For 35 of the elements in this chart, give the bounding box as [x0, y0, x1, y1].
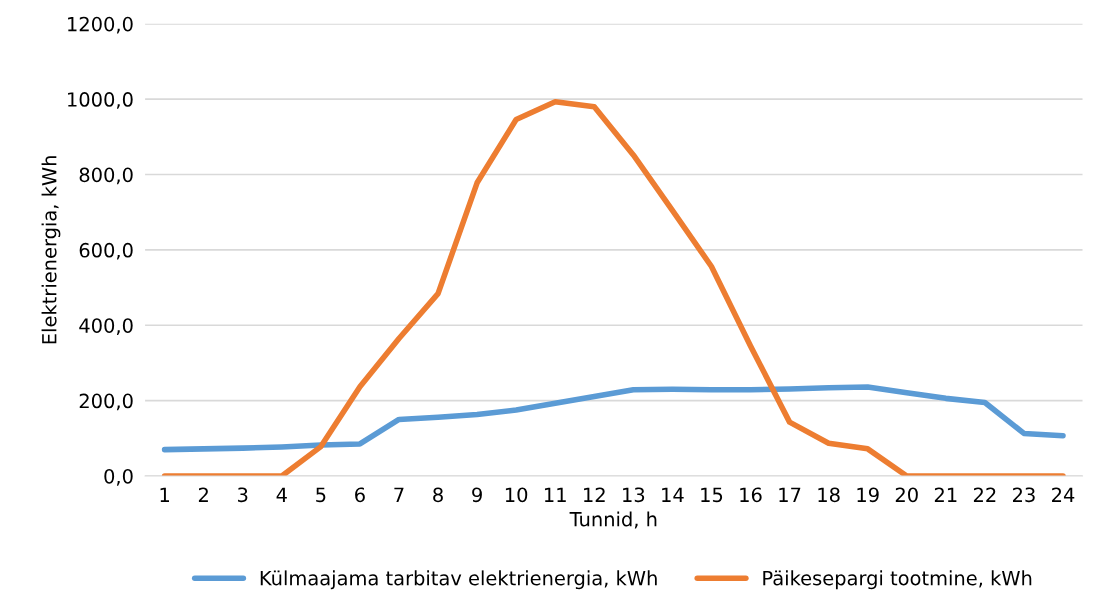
x-tick-label: 6 [355, 487, 365, 503]
x-tick-label: 1 [160, 487, 169, 502]
x-tick-label: 24 [1052, 487, 1075, 502]
x-tick-label: 23 [1012, 487, 1035, 503]
x-tick-label: 2 [198, 487, 208, 502]
y-tick-label: 200,0 [79, 393, 133, 411]
x-tick-label: 19 [857, 487, 879, 503]
legend-label: Külmaajama tarbitav elektrienergia, kWh [260, 570, 657, 590]
y-tick-label: 400,0 [79, 318, 133, 335]
y-tick-label: 800,0 [79, 167, 133, 185]
y-tick-label: 600,0 [79, 242, 133, 260]
x-tick-label: 15 [701, 487, 723, 503]
x-tick-label: 20 [895, 487, 918, 503]
x-tick-label: 11 [544, 487, 566, 502]
x-tick-label: 8 [433, 487, 443, 503]
legend-label: Päikesepargi tootmine, kWh [763, 570, 1032, 590]
y-axis-title: Elektrienergia, kWh [41, 156, 61, 344]
x-tick-label: 13 [623, 487, 645, 503]
x-tick-label: 22 [973, 487, 996, 502]
y-tick-label: 1200,0 [68, 16, 133, 34]
x-tick-label: 10 [505, 487, 528, 503]
x-axis-title: Tunnid, h [569, 511, 657, 529]
y-tick-label: 1000,0 [68, 92, 133, 109]
x-tick-label: 16 [740, 487, 762, 503]
x-tick-label: 17 [779, 487, 801, 502]
x-tick-label: 21 [934, 487, 957, 502]
x-tick-label: 4 [276, 487, 287, 502]
x-tick-label: 14 [662, 487, 684, 502]
x-tick-label: 18 [818, 487, 840, 503]
y-tick-label: 0,0 [104, 468, 133, 486]
x-tick-label: 3 [238, 487, 248, 503]
x-tick-label: 12 [584, 487, 605, 502]
x-tick-label: 7 [394, 487, 404, 502]
x-tick-label: 5 [316, 487, 326, 503]
x-tick-label: 9 [472, 487, 482, 503]
